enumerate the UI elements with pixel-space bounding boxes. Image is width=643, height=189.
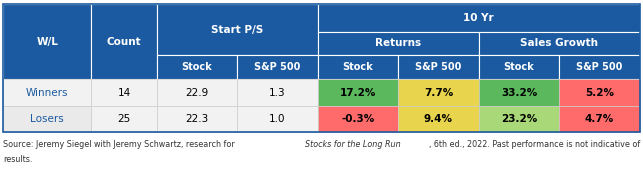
Bar: [318, 55, 398, 79]
Bar: [318, 106, 398, 132]
Bar: [318, 32, 479, 55]
Text: 14: 14: [118, 88, 131, 98]
Bar: [479, 106, 559, 132]
Bar: [3, 79, 91, 106]
Bar: [559, 79, 640, 106]
Text: Winners: Winners: [26, 88, 69, 98]
Text: results.: results.: [3, 155, 33, 164]
Bar: [237, 106, 318, 132]
Text: Stock: Stock: [503, 62, 534, 72]
Text: 9.4%: 9.4%: [424, 114, 453, 124]
Text: 7.7%: 7.7%: [424, 88, 453, 98]
Text: Stock: Stock: [343, 62, 374, 72]
Text: , 6th ed., 2022. Past performance is not indicative of future: , 6th ed., 2022. Past performance is not…: [429, 140, 643, 149]
Bar: [559, 106, 640, 132]
Text: W/L: W/L: [37, 36, 59, 46]
Text: 23.2%: 23.2%: [501, 114, 537, 124]
Text: 22.3: 22.3: [185, 114, 208, 124]
Bar: [91, 4, 157, 79]
Bar: [3, 4, 640, 132]
Text: Source: Jeremy Siegel with Jeremy Schwartz, research for: Source: Jeremy Siegel with Jeremy Schwar…: [3, 140, 237, 149]
Text: -0.3%: -0.3%: [341, 114, 375, 124]
Bar: [157, 106, 237, 132]
Bar: [157, 55, 237, 79]
Bar: [3, 4, 91, 79]
Bar: [237, 79, 318, 106]
Text: 33.2%: 33.2%: [501, 88, 537, 98]
Bar: [479, 55, 559, 79]
Text: 1.0: 1.0: [269, 114, 285, 124]
Text: 5.2%: 5.2%: [585, 88, 614, 98]
Bar: [559, 55, 640, 79]
Bar: [157, 79, 237, 106]
Bar: [237, 55, 318, 79]
Bar: [398, 79, 479, 106]
Text: 25: 25: [118, 114, 131, 124]
Text: Losers: Losers: [30, 114, 64, 124]
Text: Sales Growth: Sales Growth: [520, 39, 598, 49]
Bar: [479, 32, 640, 55]
Text: Stocks for the Long Run: Stocks for the Long Run: [305, 140, 401, 149]
Bar: [318, 79, 398, 106]
Bar: [3, 106, 91, 132]
Text: Start P/S: Start P/S: [211, 25, 263, 35]
Text: 17.2%: 17.2%: [340, 88, 376, 98]
Text: 1.3: 1.3: [269, 88, 285, 98]
Text: S&P 500: S&P 500: [576, 62, 622, 72]
Bar: [91, 79, 157, 106]
Text: 10 Yr: 10 Yr: [464, 13, 494, 23]
Text: Count: Count: [107, 36, 141, 46]
Text: 22.9: 22.9: [185, 88, 208, 98]
Text: Returns: Returns: [375, 39, 421, 49]
Bar: [479, 79, 559, 106]
Text: 4.7%: 4.7%: [585, 114, 614, 124]
Text: S&P 500: S&P 500: [415, 62, 462, 72]
Text: S&P 500: S&P 500: [254, 62, 300, 72]
Text: Stock: Stock: [181, 62, 212, 72]
Bar: [318, 4, 640, 32]
Bar: [398, 55, 479, 79]
Bar: [398, 106, 479, 132]
Bar: [91, 106, 157, 132]
Bar: [157, 4, 318, 55]
